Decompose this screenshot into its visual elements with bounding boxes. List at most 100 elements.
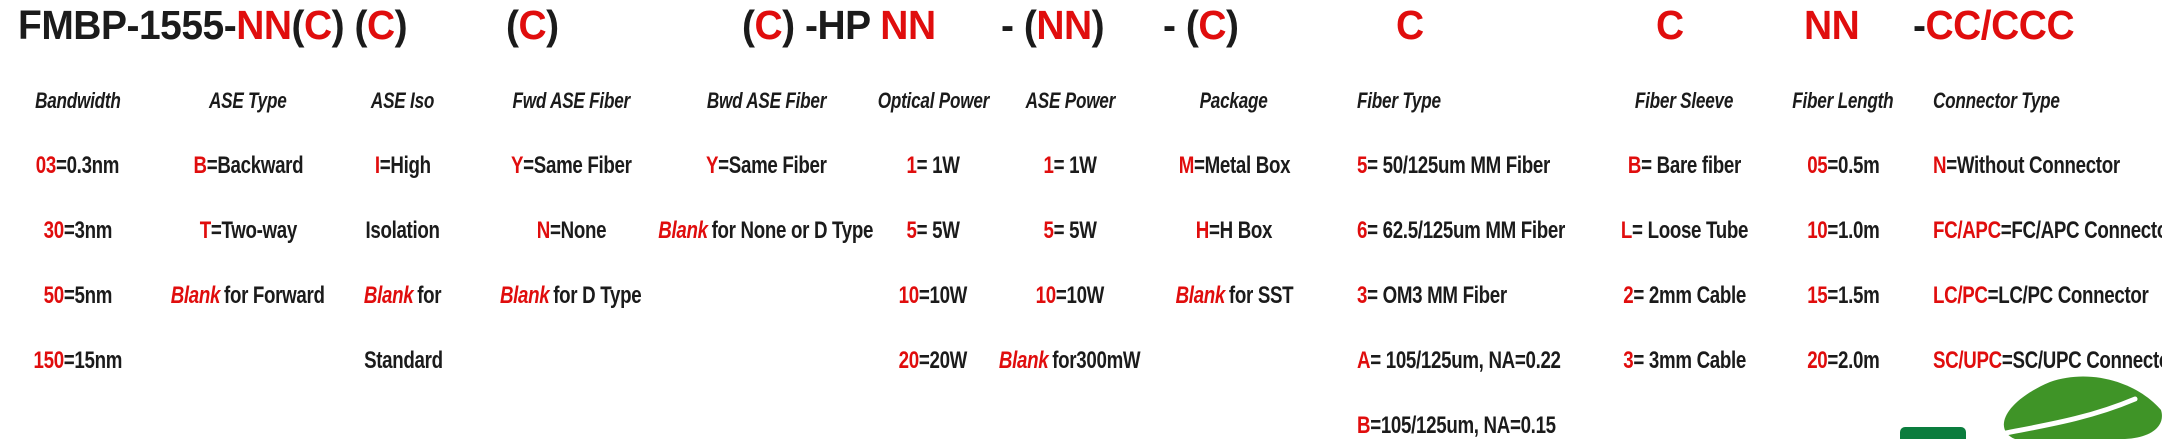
option-item: Standard: [328, 347, 478, 412]
option-item: Y=Same Fiber: [646, 152, 886, 217]
option-item: I=High: [328, 152, 478, 217]
option-item: B= Bare fiber: [1612, 152, 1757, 217]
option-text: =Without Connector: [1946, 152, 2120, 179]
option-text: for300mW: [1052, 347, 1141, 374]
option-code: L: [1620, 217, 1633, 244]
option-text: = 5W: [916, 217, 960, 244]
option-text: = 1W: [916, 152, 960, 179]
part-number-segment-package: - (C): [1163, 2, 1239, 49]
column-label: ASE Type: [209, 88, 287, 113]
leaf-logo: [1975, 368, 2162, 439]
column-header: Bandwidth: [10, 88, 145, 152]
option-code: 10: [1035, 282, 1057, 309]
part-number-segment-ase-power: - (NN): [1001, 2, 1105, 49]
option-text: =15nm: [63, 347, 123, 374]
option-text: =Two-way: [210, 217, 297, 244]
option-text: =105/125um, NA=0.15: [1370, 412, 1556, 439]
option-item: Blank for300mW: [990, 347, 1150, 412]
part-number-segment-fiber-type: C: [1396, 2, 1424, 49]
option-item: 3= OM3 MM Fiber: [1357, 282, 1687, 347]
column-header: Package: [1149, 88, 1319, 152]
option-text: for: [417, 282, 442, 309]
option-item: Blank for D Type: [481, 282, 661, 347]
option-item: L= Loose Tube: [1612, 217, 1757, 282]
leaf-icon: [1988, 376, 2162, 439]
option-item: 3= 3mm Cable: [1612, 347, 1757, 412]
option-text: =SC/UPC Connector: [2001, 347, 2162, 374]
option-text: = 5W: [1053, 217, 1097, 244]
pn-code: NN: [236, 2, 292, 48]
option-item: 6= 62.5/125um MM Fiber: [1357, 217, 1687, 282]
pn-text: (: [742, 2, 755, 48]
option-item: B=Backward: [168, 152, 328, 217]
option-code: 5: [906, 217, 917, 244]
option-text: =Same Fiber: [522, 152, 632, 179]
option-text: =5nm: [63, 282, 112, 309]
option-text: =Backward: [206, 152, 303, 179]
option-text: =1.5m: [1827, 282, 1880, 309]
pn-text: ) (: [331, 2, 368, 48]
option-text: =Same Fiber: [717, 152, 827, 179]
option-item: Blank for: [328, 282, 478, 347]
option-item: 1= 1W: [990, 152, 1150, 217]
option-code: B: [1627, 152, 1642, 179]
column-connector-type: Connector Type N=Without Connector FC/AP…: [1933, 88, 2162, 412]
option-code: 150: [33, 347, 64, 374]
option-code: 3: [1623, 347, 1634, 374]
option-code: SC/UPC: [1933, 347, 2002, 374]
column-ase-type: ASE Type B=Backward T=Two-way Blank for F…: [168, 88, 328, 347]
option-code: 05: [1806, 152, 1828, 179]
option-text: =High: [379, 152, 431, 179]
option-item: Isolation: [328, 217, 478, 282]
option-text: =3nm: [63, 217, 112, 244]
column-header: ASE Iso: [328, 88, 478, 152]
option-text: =FC/APC Connector: [2000, 217, 2162, 244]
option-code: Y: [705, 152, 718, 179]
column-label: Bwd ASE Fiber: [706, 88, 826, 113]
option-item: 2= 2mm Cable: [1612, 282, 1757, 347]
part-number-segment-hp-power: (C) -HP NN: [742, 2, 936, 49]
pn-code: NN: [1804, 2, 1860, 48]
option-code: 2: [1623, 282, 1634, 309]
option-text: =2.0m: [1827, 347, 1880, 374]
option-text: =10W: [1056, 282, 1105, 309]
column-label: Optical Power: [877, 88, 989, 113]
column-label: Bandwidth: [34, 88, 121, 113]
option-text: =H Box: [1209, 217, 1273, 244]
option-code: FC/APC: [1933, 217, 2001, 244]
pn-text: ): [1091, 2, 1105, 48]
column-fiber-length: Fiber Length 05=0.5m 10=1.0m 15=1.5m 20=…: [1788, 88, 1898, 412]
part-number-segment-base: FMBP-1555-NN(C) (C): [18, 2, 408, 49]
option-text: Isolation: [365, 217, 441, 244]
option-item: 03=0.3nm: [10, 152, 145, 217]
pn-code: NN: [1036, 2, 1092, 48]
column-label: ASE Power: [1025, 88, 1115, 113]
option-text: =None: [549, 217, 606, 244]
option-item: 20=20W: [858, 347, 1008, 412]
option-text: = 1W: [1053, 152, 1097, 179]
option-code: 1: [1043, 152, 1054, 179]
option-code: Blank: [1175, 282, 1225, 309]
option-text: =Metal Box: [1193, 152, 1291, 179]
option-code: LC/PC: [1933, 282, 1988, 309]
column-header: ASE Type: [168, 88, 328, 152]
option-text: =0.5m: [1827, 152, 1880, 179]
pn-text: -: [1913, 2, 1926, 48]
option-code: I: [375, 152, 380, 179]
part-number-segment-fwd-ase: (C): [506, 2, 559, 49]
option-item: 10=1.0m: [1788, 217, 1898, 282]
option-item: 50=5nm: [10, 282, 145, 347]
option-item: T=Two-way: [168, 217, 328, 282]
option-code: 15: [1806, 282, 1828, 309]
part-number-segment-fiber-sleeve: C: [1656, 2, 1684, 49]
pn-text: (: [291, 2, 304, 48]
option-code: Y: [510, 152, 523, 179]
column-label: Fiber Sleeve: [1635, 88, 1734, 113]
option-text: = 105/125um, NA=0.22: [1370, 347, 1561, 374]
column-label: Fwd ASE Fiber: [512, 88, 630, 113]
column-header: Fiber Type: [1357, 88, 1687, 152]
option-text: =1.0m: [1827, 217, 1880, 244]
option-code: 30: [43, 217, 64, 244]
column-header: Fwd ASE Fiber: [481, 88, 661, 152]
pn-text: (: [506, 2, 519, 48]
